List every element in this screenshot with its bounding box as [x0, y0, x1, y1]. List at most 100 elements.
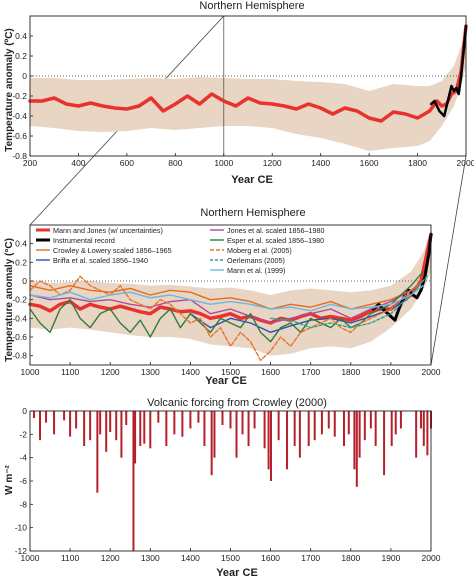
x-tick-label: 1300 — [141, 367, 160, 377]
y-tick-label: 0.4 — [15, 31, 27, 41]
forcing-bar — [263, 411, 266, 449]
x-tick-label: 1700 — [301, 367, 320, 377]
forcing-bar — [253, 411, 256, 429]
series-line-8 — [29, 284, 424, 312]
legend-label-5: Esper et al. scaled 1856–1980 — [227, 236, 324, 245]
forcing-bar — [99, 411, 102, 435]
series-line-1 — [429, 24, 468, 118]
x-tick-label: 1800 — [408, 158, 427, 168]
forcing-bar — [247, 411, 250, 446]
legend-label-8: Mann et al. (1999) — [227, 266, 285, 275]
forcing-bar — [165, 411, 168, 446]
forcing-bar — [203, 411, 206, 446]
y-tick-label: -10 — [15, 523, 28, 533]
forcing-bar — [277, 411, 280, 441]
y-tick-label: -6 — [19, 476, 27, 486]
y-tick-label: -0.6 — [12, 131, 27, 141]
panel1-xlabel: Year CE — [231, 174, 273, 186]
forcing-bar — [173, 411, 176, 435]
forcing-bar — [293, 411, 296, 446]
y-tick-label: -0.2 — [12, 295, 27, 305]
forcing-bar — [390, 411, 393, 446]
uncertainty-band — [30, 26, 466, 151]
x-tick-label: 1200 — [101, 367, 120, 377]
x-tick-label: 1400 — [181, 553, 200, 563]
forcing-bar — [83, 411, 86, 446]
x-tick-label: 1900 — [381, 367, 400, 377]
y-tick-label: -0.8 — [12, 351, 27, 361]
y-tick-label: 0 — [22, 406, 27, 416]
connector-right — [430, 155, 467, 366]
forcing-bar — [75, 411, 78, 429]
forcing-bar — [355, 411, 358, 487]
legend-label-4: Jones et al. scaled 1856–1980 — [227, 226, 325, 235]
forcing-bar — [149, 411, 152, 449]
forcing-bar — [109, 411, 112, 432]
forcing-bar — [115, 411, 118, 441]
x-tick-label: 2000 — [457, 158, 474, 168]
legend-label-0: Mann and Jones (w/ uncertainties) — [53, 226, 163, 235]
forcing-bar — [363, 411, 366, 441]
forcing-bar — [399, 411, 402, 429]
x-tick-label: 1100 — [61, 367, 80, 377]
x-tick-label: 400 — [71, 158, 85, 168]
y-tick-label: 0 — [22, 71, 27, 81]
forcing-bar — [120, 411, 123, 458]
forcing-bar — [63, 411, 66, 421]
x-tick-label: 1000 — [214, 158, 233, 168]
plot-frame — [29, 15, 467, 157]
forcing-bar — [298, 411, 301, 458]
panel1-title: Northern Hemisphere — [199, 0, 304, 12]
y-tick-label: -2 — [19, 429, 27, 439]
x-tick-label: 1300 — [141, 553, 160, 563]
forcing-bar — [394, 411, 397, 435]
forcing-bar — [96, 411, 99, 493]
forcing-bar — [374, 411, 377, 446]
forcing-bar — [125, 411, 128, 425]
forcing-bar — [221, 411, 224, 425]
forcing-bar — [69, 411, 72, 437]
panel1-ylabel: Temperature anomaly (ºC) — [4, 28, 15, 152]
legend-label-3: Briffa et al. scaled 1856–1940 — [53, 256, 148, 265]
forcing-bar — [270, 411, 273, 481]
forcing-bar — [342, 411, 345, 446]
x-tick-label: 1500 — [221, 367, 240, 377]
x-tick-label: 1800 — [341, 553, 360, 563]
x-tick-label: 1600 — [261, 367, 280, 377]
y-tick-label: 0.2 — [15, 51, 27, 61]
forcing-bar — [210, 411, 213, 476]
forcing-bar — [419, 411, 422, 429]
forcing-bar — [358, 411, 361, 458]
forcing-bar — [33, 411, 36, 418]
forcing-bar — [286, 411, 289, 470]
x-tick-label: 2000 — [422, 553, 441, 563]
y-tick-label: -4 — [19, 453, 27, 463]
x-tick-label: 1600 — [360, 158, 379, 168]
panel3-title: Volcanic forcing from Crowley (2000) — [147, 397, 327, 409]
uncertainty-band — [30, 229, 431, 356]
forcing-bar — [307, 411, 310, 446]
panel2-title: Northern Hemisphere — [200, 207, 305, 219]
forcing-bar — [197, 411, 200, 423]
y-tick-label: -8 — [19, 499, 27, 509]
x-tick-label: 600 — [120, 158, 134, 168]
panel-northern-hemisphere-zoom: Northern Hemisphere Year CE Temperature … — [4, 207, 441, 387]
series-line-5 — [29, 270, 424, 343]
forcing-bar — [320, 411, 323, 435]
forcing-bar — [241, 411, 244, 435]
y-tick-label: 0.4 — [15, 239, 27, 249]
forcing-bar — [105, 411, 108, 452]
forcing-bar — [235, 411, 238, 458]
forcing-bar — [422, 411, 425, 446]
y-tick-label: -0.6 — [12, 332, 27, 342]
x-tick-label: 1700 — [301, 553, 320, 563]
panel2-xlabel: Year CE — [205, 375, 247, 387]
series-line-6 — [29, 275, 424, 362]
legend-label-7: Oerlemans (2005) — [227, 256, 285, 265]
forcing-bar — [89, 411, 92, 441]
legend-label-6: Moberg et al. (2005) — [227, 246, 292, 255]
panel3-ylabel: W m⁻² — [4, 464, 15, 494]
forcing-bar — [53, 411, 56, 435]
forcing-bar — [229, 411, 232, 429]
